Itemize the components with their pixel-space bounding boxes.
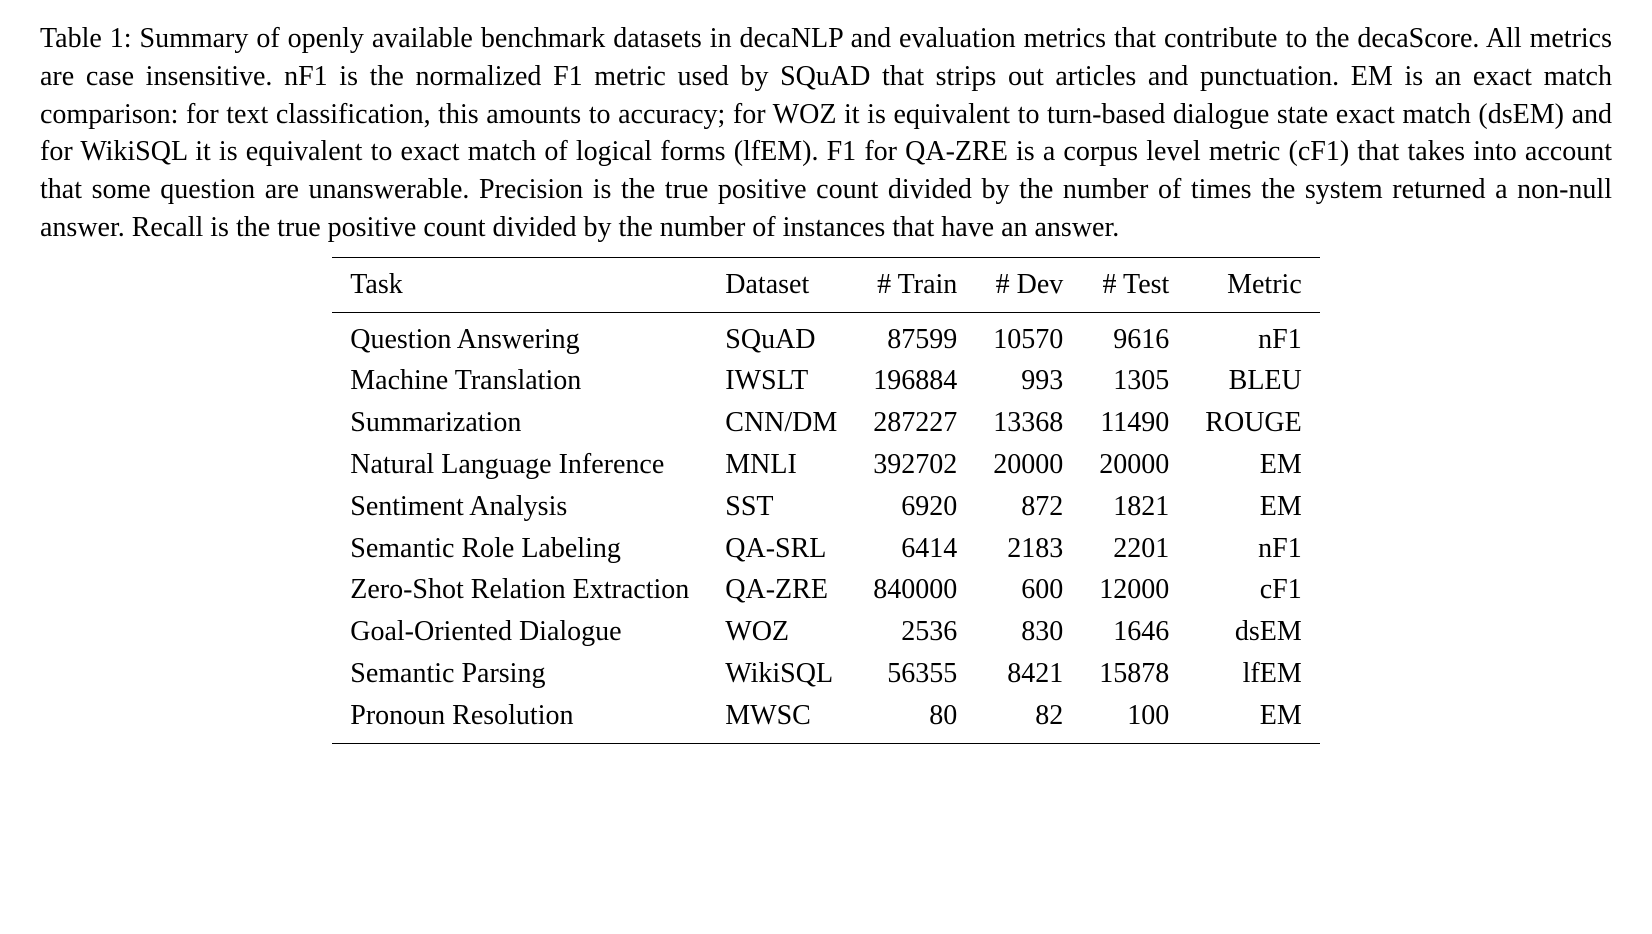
cell-dev: 82	[975, 695, 1081, 743]
cell-test: 1305	[1081, 360, 1187, 402]
cell-train: 196884	[855, 360, 975, 402]
col-header-dev: # Dev	[975, 257, 1081, 312]
cell-train: 392702	[855, 444, 975, 486]
cell-train: 6920	[855, 486, 975, 528]
cell-test: 9616	[1081, 312, 1187, 360]
cell-train: 80	[855, 695, 975, 743]
cell-dataset: CNN/DM	[707, 402, 855, 444]
cell-task: Semantic Role Labeling	[332, 528, 707, 570]
cell-test: 2201	[1081, 528, 1187, 570]
cell-dev: 872	[975, 486, 1081, 528]
table-caption: Table 1: Summary of openly available ben…	[40, 20, 1612, 247]
cell-metric: ROUGE	[1187, 402, 1319, 444]
cell-dataset: WOZ	[707, 611, 855, 653]
cell-dev: 600	[975, 569, 1081, 611]
cell-task: Natural Language Inference	[332, 444, 707, 486]
col-header-dataset: Dataset	[707, 257, 855, 312]
cell-dataset: MNLI	[707, 444, 855, 486]
cell-dataset: WikiSQL	[707, 653, 855, 695]
cell-dataset: SQuAD	[707, 312, 855, 360]
cell-train: 2536	[855, 611, 975, 653]
col-header-task: Task	[332, 257, 707, 312]
cell-metric: nF1	[1187, 312, 1319, 360]
table-body: Question Answering SQuAD 87599 10570 961…	[332, 312, 1320, 743]
table-row: Summarization CNN/DM 287227 13368 11490 …	[332, 402, 1320, 444]
cell-task: Machine Translation	[332, 360, 707, 402]
col-header-train: # Train	[855, 257, 975, 312]
cell-test: 100	[1081, 695, 1187, 743]
table-row: Sentiment Analysis SST 6920 872 1821 EM	[332, 486, 1320, 528]
cell-task: Summarization	[332, 402, 707, 444]
cell-metric: lfEM	[1187, 653, 1319, 695]
table-header-row: Task Dataset # Train # Dev # Test Metric	[332, 257, 1320, 312]
cell-dataset: SST	[707, 486, 855, 528]
cell-dev: 20000	[975, 444, 1081, 486]
cell-test: 1646	[1081, 611, 1187, 653]
cell-dataset: QA-SRL	[707, 528, 855, 570]
cell-train: 56355	[855, 653, 975, 695]
cell-dev: 10570	[975, 312, 1081, 360]
cell-test: 15878	[1081, 653, 1187, 695]
cell-metric: EM	[1187, 695, 1319, 743]
cell-metric: EM	[1187, 444, 1319, 486]
cell-task: Zero-Shot Relation Extraction	[332, 569, 707, 611]
col-header-test: # Test	[1081, 257, 1187, 312]
cell-dev: 830	[975, 611, 1081, 653]
cell-metric: EM	[1187, 486, 1319, 528]
table-row: Natural Language Inference MNLI 392702 2…	[332, 444, 1320, 486]
table-row: Pronoun Resolution MWSC 80 82 100 EM	[332, 695, 1320, 743]
table-row: Semantic Role Labeling QA-SRL 6414 2183 …	[332, 528, 1320, 570]
cell-task: Pronoun Resolution	[332, 695, 707, 743]
cell-dev: 993	[975, 360, 1081, 402]
cell-dataset: MWSC	[707, 695, 855, 743]
table-row: Zero-Shot Relation Extraction QA-ZRE 840…	[332, 569, 1320, 611]
table-row: Goal-Oriented Dialogue WOZ 2536 830 1646…	[332, 611, 1320, 653]
cell-metric: BLEU	[1187, 360, 1319, 402]
cell-train: 87599	[855, 312, 975, 360]
cell-dev: 8421	[975, 653, 1081, 695]
benchmark-table: Task Dataset # Train # Dev # Test Metric…	[332, 257, 1320, 744]
cell-task: Semantic Parsing	[332, 653, 707, 695]
cell-task: Question Answering	[332, 312, 707, 360]
cell-dataset: QA-ZRE	[707, 569, 855, 611]
cell-task: Goal-Oriented Dialogue	[332, 611, 707, 653]
cell-metric: dsEM	[1187, 611, 1319, 653]
cell-dataset: IWSLT	[707, 360, 855, 402]
cell-test: 20000	[1081, 444, 1187, 486]
cell-test: 12000	[1081, 569, 1187, 611]
cell-test: 11490	[1081, 402, 1187, 444]
cell-task: Sentiment Analysis	[332, 486, 707, 528]
table-row: Semantic Parsing WikiSQL 56355 8421 1587…	[332, 653, 1320, 695]
cell-dev: 2183	[975, 528, 1081, 570]
table-container: Task Dataset # Train # Dev # Test Metric…	[40, 257, 1612, 744]
cell-metric: nF1	[1187, 528, 1319, 570]
table-row: Machine Translation IWSLT 196884 993 130…	[332, 360, 1320, 402]
cell-train: 287227	[855, 402, 975, 444]
cell-dev: 13368	[975, 402, 1081, 444]
cell-test: 1821	[1081, 486, 1187, 528]
col-header-metric: Metric	[1187, 257, 1319, 312]
cell-train: 840000	[855, 569, 975, 611]
cell-metric: cF1	[1187, 569, 1319, 611]
table-row: Question Answering SQuAD 87599 10570 961…	[332, 312, 1320, 360]
cell-train: 6414	[855, 528, 975, 570]
